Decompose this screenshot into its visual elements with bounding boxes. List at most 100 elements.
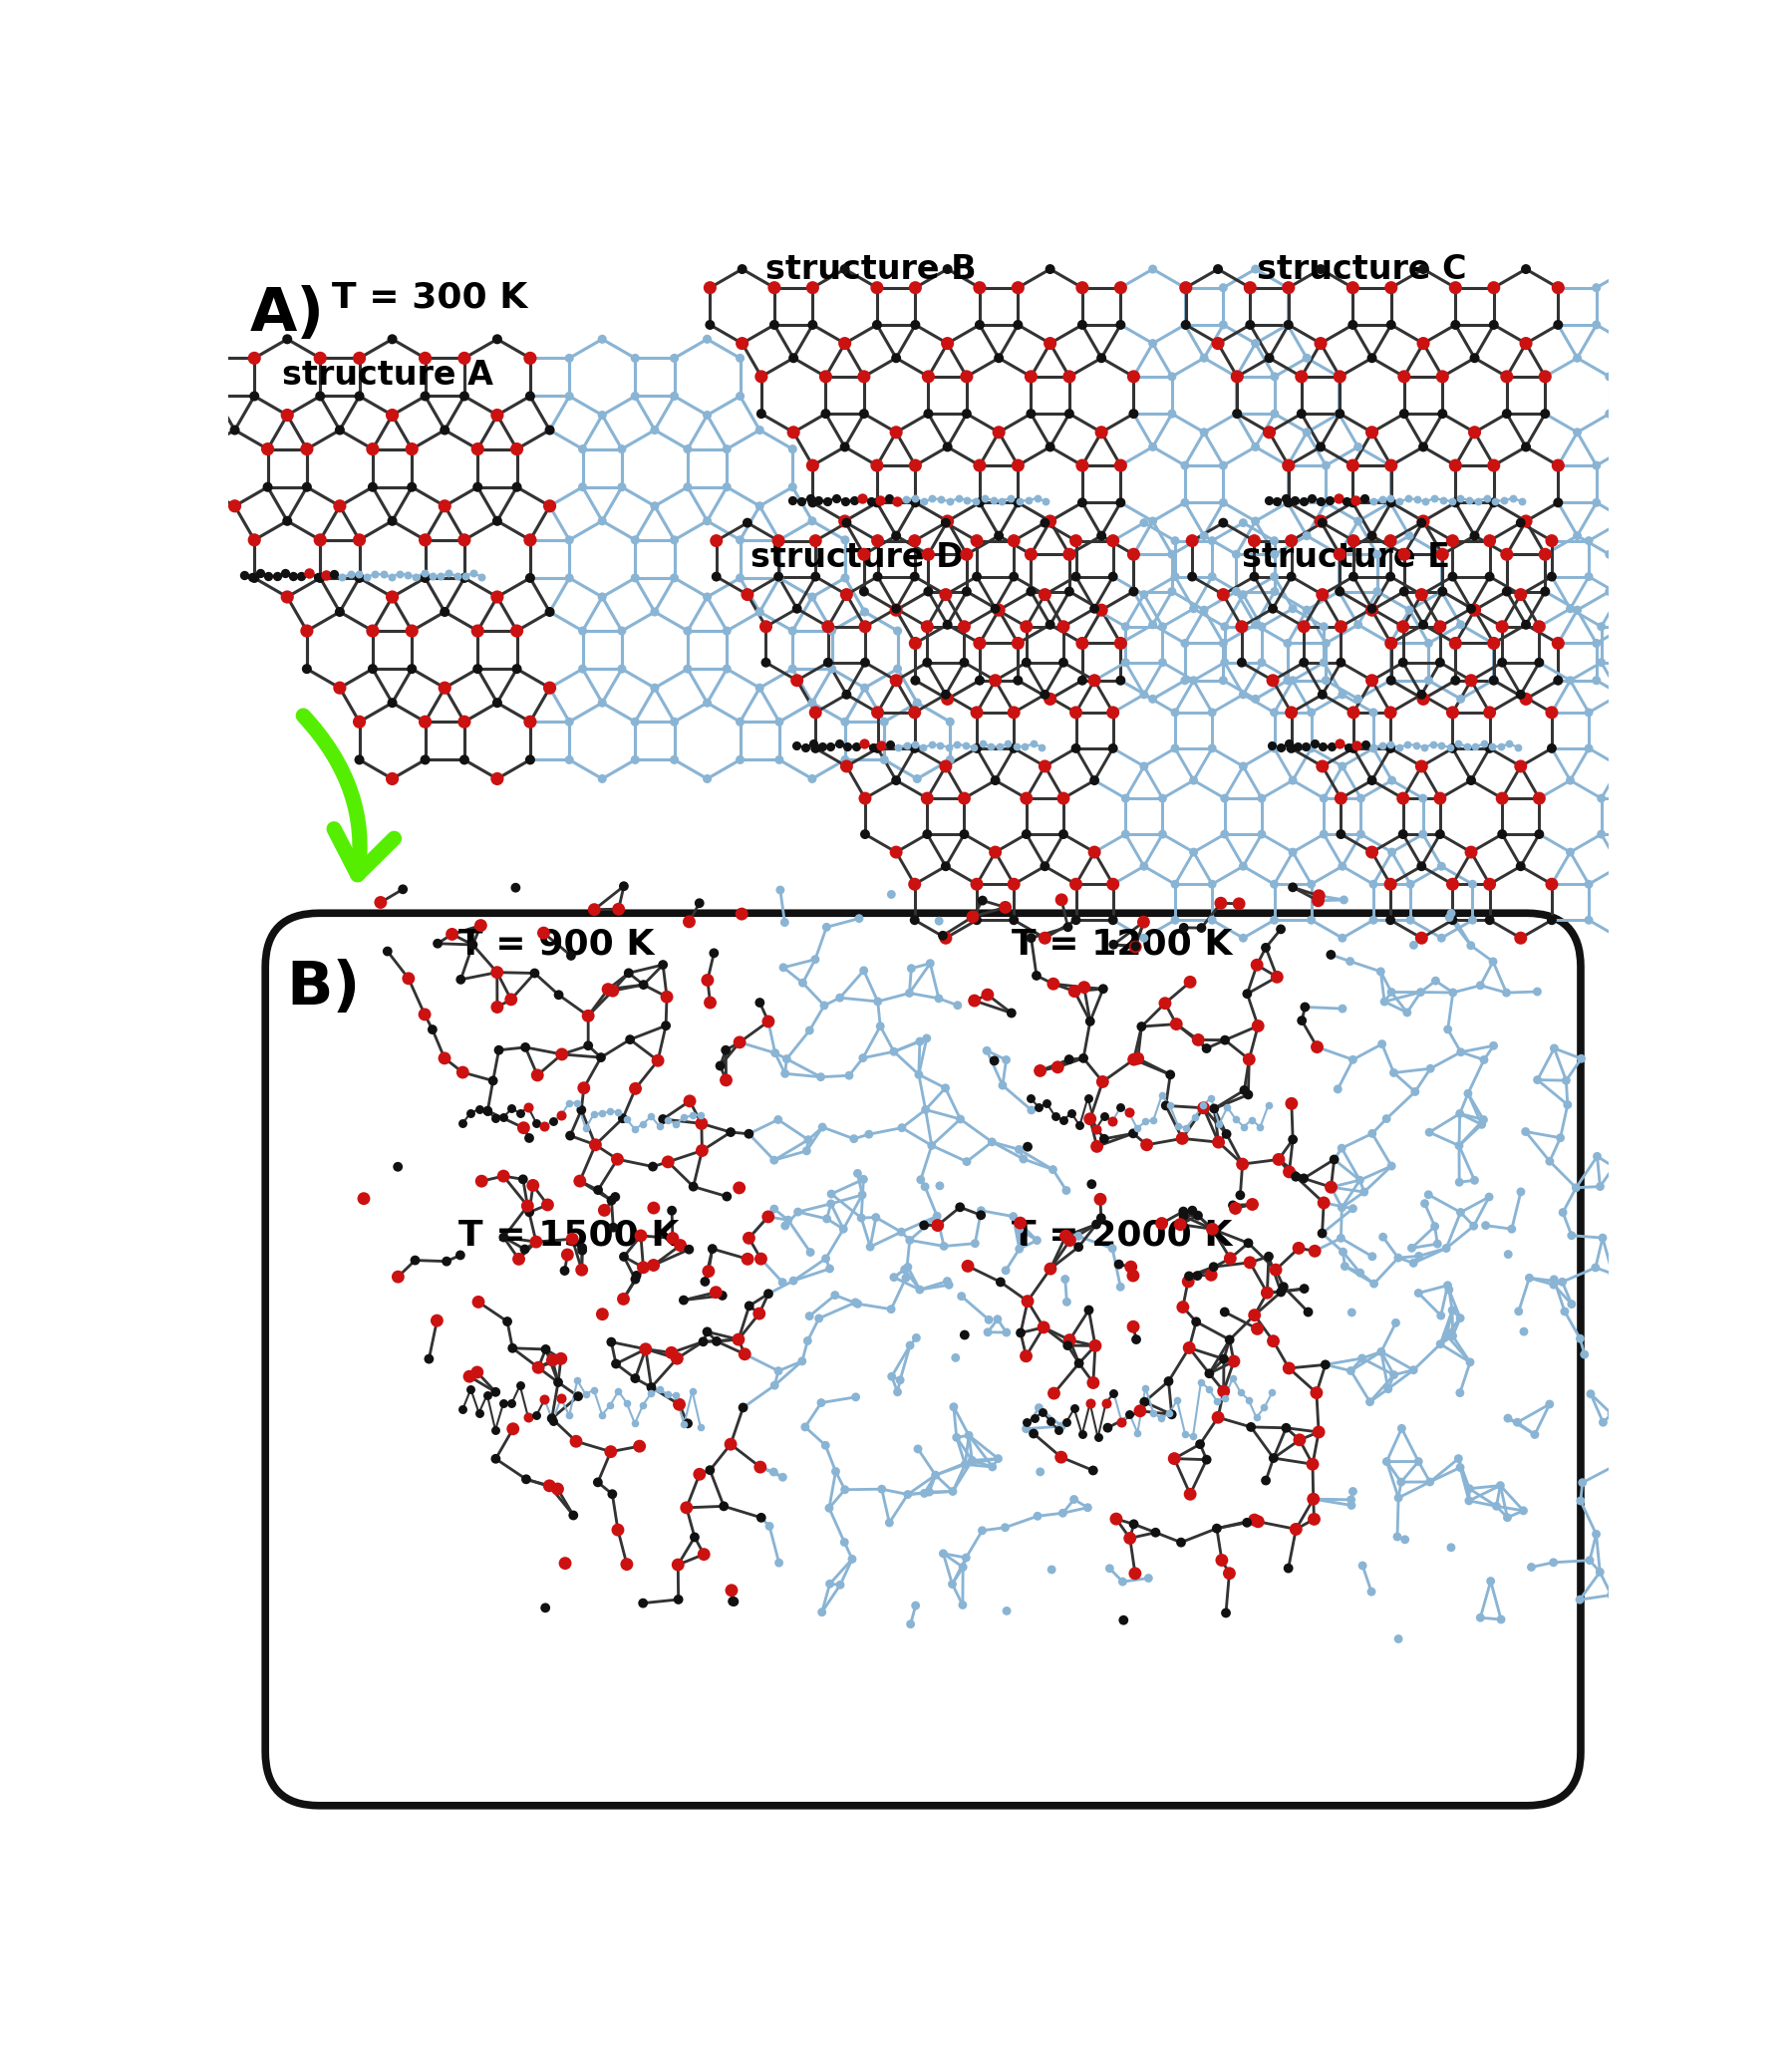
Point [862, 487, 891, 520]
Text: T = 900 K: T = 900 K [459, 927, 654, 962]
Point [1530, 575, 1559, 608]
Point [550, 1254, 579, 1287]
Point [966, 665, 995, 698]
Point [272, 399, 301, 432]
Point [842, 1381, 871, 1414]
Point [952, 1449, 980, 1481]
Point [346, 743, 375, 775]
Point [1493, 360, 1521, 393]
Point [833, 730, 862, 763]
Point [1376, 561, 1405, 593]
Point [1004, 665, 1032, 698]
Point [674, 614, 702, 647]
Point [1441, 626, 1469, 659]
Point [543, 1367, 572, 1399]
Point [520, 958, 548, 990]
Point [1769, 520, 1792, 552]
Point [1446, 683, 1475, 716]
Point [418, 1013, 446, 1046]
Point [1498, 481, 1527, 514]
Point [864, 732, 892, 765]
Point [1242, 430, 1271, 462]
Point [1493, 1502, 1521, 1534]
Point [805, 485, 833, 518]
Point [1555, 835, 1584, 868]
Point [254, 559, 283, 591]
Point [1012, 1285, 1041, 1318]
Point [536, 1469, 564, 1502]
Point [1240, 1299, 1269, 1332]
Point [253, 432, 281, 464]
Point [1235, 1078, 1263, 1111]
Point [1030, 677, 1059, 710]
Point [588, 1397, 616, 1430]
Point [1274, 309, 1303, 342]
Point [1005, 485, 1034, 518]
Point [1090, 972, 1118, 1005]
Point [572, 1111, 600, 1144]
Point [1478, 626, 1507, 659]
Point [629, 1389, 658, 1422]
Point [1210, 1375, 1238, 1408]
Point [677, 1099, 706, 1131]
Point [1512, 505, 1541, 538]
Point [948, 1551, 977, 1584]
Point [783, 665, 812, 698]
Point [401, 1244, 430, 1277]
Point [464, 432, 493, 464]
Point [1055, 1224, 1084, 1256]
Point [1385, 485, 1414, 518]
Point [659, 381, 688, 413]
Point [695, 272, 724, 305]
Point [383, 1260, 412, 1293]
Point [1186, 1428, 1215, 1461]
Point [502, 653, 530, 685]
Point [566, 1164, 595, 1197]
Point [1079, 1367, 1107, 1399]
Point [1036, 430, 1064, 462]
Point [1330, 884, 1358, 917]
Point [1274, 487, 1303, 520]
Point [900, 483, 928, 516]
Point [934, 327, 962, 360]
Point [1717, 254, 1745, 286]
Point [1419, 728, 1448, 761]
Point [556, 381, 584, 413]
Point [1498, 1213, 1527, 1246]
Point [373, 935, 401, 968]
Point [728, 254, 756, 286]
Point [1274, 1352, 1303, 1385]
Point [694, 964, 722, 996]
Point [1358, 763, 1387, 796]
Point [1460, 1164, 1489, 1197]
Point [1346, 1256, 1374, 1289]
Point [464, 471, 493, 503]
Point [987, 1068, 1016, 1101]
Point [944, 483, 973, 516]
Point [1004, 626, 1032, 659]
Point [760, 272, 788, 305]
Point [1405, 1277, 1434, 1309]
Point [654, 1146, 683, 1178]
Point [1260, 524, 1288, 557]
Point [923, 1199, 952, 1232]
Point [896, 1330, 925, 1363]
Point [796, 481, 824, 514]
Point [665, 1584, 694, 1616]
Point [1674, 561, 1702, 593]
Point [966, 1195, 995, 1228]
Point [1428, 538, 1457, 571]
Point [1222, 360, 1251, 393]
Point [984, 415, 1012, 448]
Point [882, 342, 910, 374]
Point [1697, 360, 1726, 393]
Point [498, 1093, 527, 1125]
Point [1647, 450, 1676, 483]
Point [452, 559, 480, 591]
Text: T = 2000 K: T = 2000 K [1011, 1219, 1231, 1252]
Point [1274, 626, 1303, 659]
Point [928, 1537, 957, 1569]
Point [1426, 782, 1455, 814]
Point [1595, 360, 1624, 393]
Point [220, 413, 249, 446]
